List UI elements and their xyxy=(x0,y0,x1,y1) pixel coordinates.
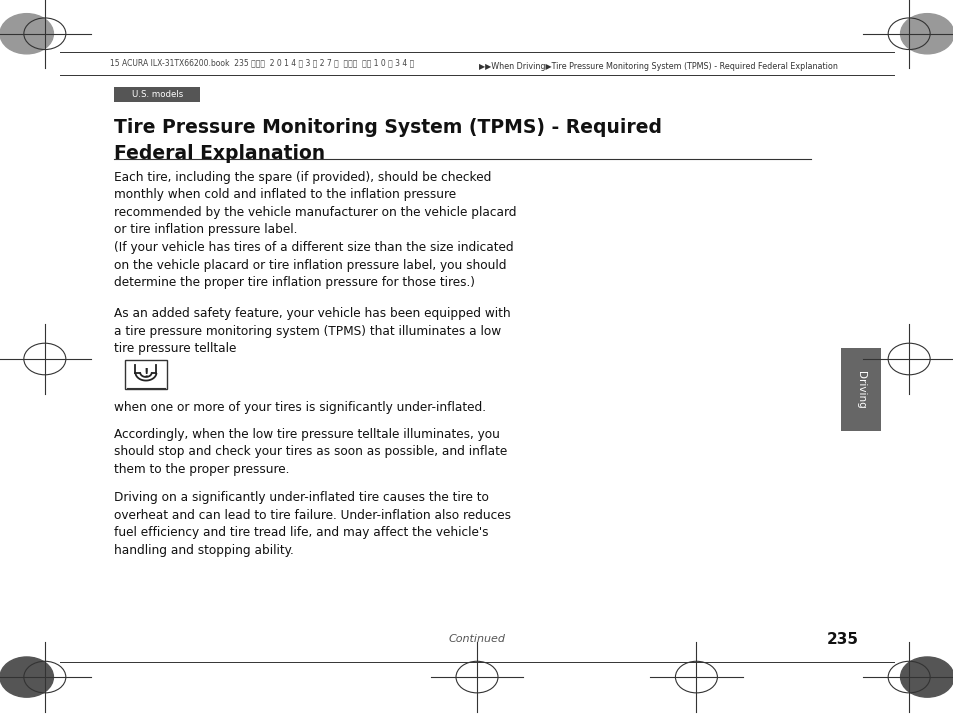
Text: Driving: Driving xyxy=(856,370,865,409)
Text: !: ! xyxy=(143,367,149,380)
Text: Accordingly, when the low tire pressure telltale illuminates, you
should stop an: Accordingly, when the low tire pressure … xyxy=(114,428,507,476)
Circle shape xyxy=(900,657,953,697)
Circle shape xyxy=(900,14,953,54)
Text: U.S. models: U.S. models xyxy=(132,90,183,99)
Text: Tire Pressure Monitoring System (TPMS) - Required: Tire Pressure Monitoring System (TPMS) -… xyxy=(114,118,661,136)
Text: Federal Explanation: Federal Explanation xyxy=(114,144,325,162)
Text: As an added safety feature, your vehicle has been equipped with
a tire pressure : As an added safety feature, your vehicle… xyxy=(114,307,511,355)
Text: Driving on a significantly under-inflated tire causes the tire to
overheat and c: Driving on a significantly under-inflate… xyxy=(114,491,511,556)
Text: 235: 235 xyxy=(825,632,858,646)
Text: when one or more of your tires is significantly under-inflated.: when one or more of your tires is signif… xyxy=(114,401,486,414)
Text: Each tire, including the spare (if provided), should be checked
monthly when col: Each tire, including the spare (if provi… xyxy=(114,171,517,236)
FancyBboxPatch shape xyxy=(841,348,881,431)
FancyBboxPatch shape xyxy=(125,360,167,389)
Circle shape xyxy=(0,14,53,54)
Text: 15 ACURA ILX-31TX66200.book  235 ページ  2 0 1 4 年 3 月 2 7 日  木曜日  午前 1 0 時 3 4 分: 15 ACURA ILX-31TX66200.book 235 ページ 2 0 … xyxy=(110,59,414,67)
FancyBboxPatch shape xyxy=(114,87,200,102)
Text: (If your vehicle has tires of a different size than the size indicated
on the ve: (If your vehicle has tires of a differen… xyxy=(114,241,514,289)
Text: Continued: Continued xyxy=(448,634,505,644)
Text: ▶▶When Driving▶Tire Pressure Monitoring System (TPMS) - Required Federal Explana: ▶▶When Driving▶Tire Pressure Monitoring … xyxy=(478,62,837,70)
Circle shape xyxy=(0,657,53,697)
